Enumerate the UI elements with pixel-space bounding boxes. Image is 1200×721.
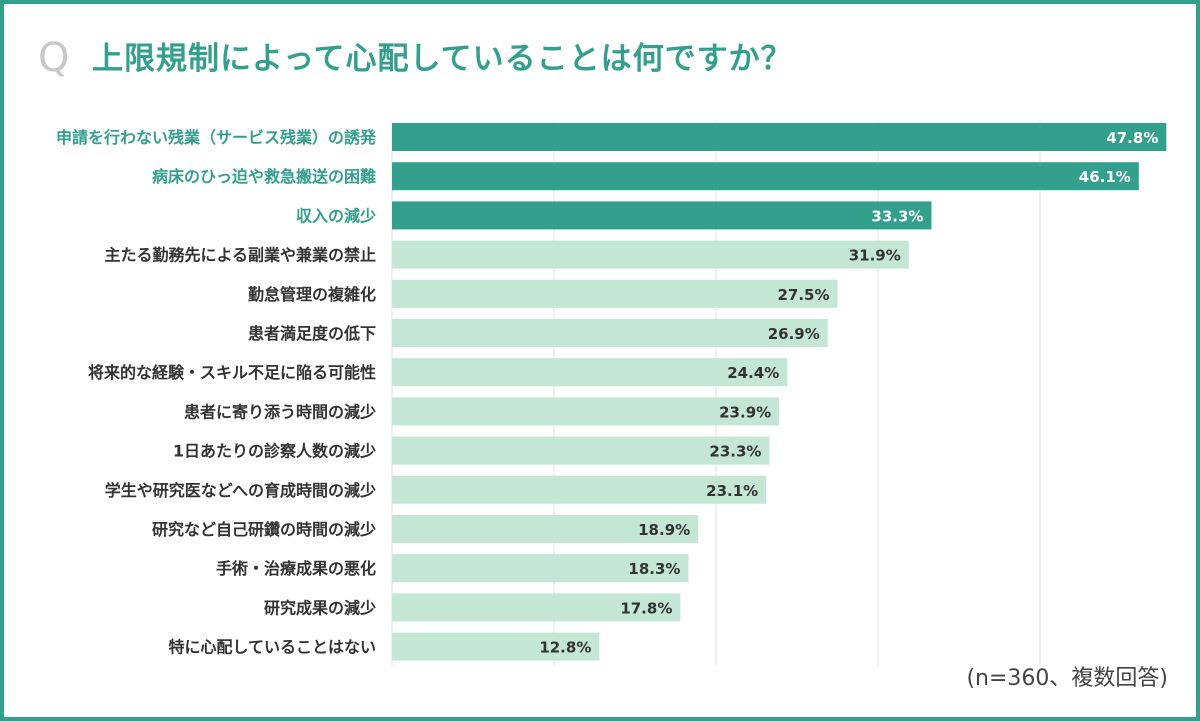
value-label: 33.3%: [871, 207, 923, 225]
category-label: 勤怠管理の複雑化: [248, 285, 376, 304]
bar: [392, 397, 780, 426]
value-label: 12.8%: [539, 639, 591, 657]
category-label: 特に心配していることはない: [168, 638, 376, 657]
bar: [392, 515, 699, 543]
category-label: 収入の減少: [296, 206, 376, 225]
value-label: 23.3%: [709, 443, 761, 461]
value-label: 23.1%: [706, 482, 758, 500]
bar: [392, 240, 909, 269]
sample-size-note: (n=360、複数回答): [966, 666, 1168, 691]
bar: [392, 319, 828, 347]
value-label: 18.3%: [628, 560, 680, 578]
bar: [392, 201, 932, 230]
bar: [392, 358, 788, 387]
category-label: 申請を行わない残業（サービス残業）の誘発: [56, 128, 377, 147]
value-label: 31.9%: [849, 247, 901, 265]
value-label: 17.8%: [620, 599, 672, 617]
category-label: 手術・治療成果の悪化: [216, 559, 376, 578]
bar: [392, 593, 681, 622]
bar: [392, 279, 838, 308]
value-label: 23.9%: [719, 403, 771, 421]
value-label: 18.9%: [638, 521, 690, 539]
category-label: 病床のひっ迫や救急搬送の困難: [152, 167, 376, 186]
category-label: 研究など自己研鑽の時間の減少: [152, 520, 376, 539]
category-label: 主たる勤務先による副業や兼業の禁止: [104, 246, 376, 265]
category-label: 1日あたりの診察人数の減少: [173, 442, 376, 461]
category-label: 研究成果の減少: [264, 598, 376, 617]
bar: [392, 632, 600, 661]
value-label: 24.4%: [727, 364, 779, 382]
bar: [392, 554, 689, 583]
value-label: 27.5%: [777, 286, 829, 304]
bar: [392, 123, 1167, 151]
bar: [392, 475, 767, 504]
value-label: 46.1%: [1079, 168, 1131, 186]
value-label: 26.9%: [768, 325, 820, 343]
bar: [392, 162, 1139, 191]
value-label: 47.8%: [1106, 129, 1158, 147]
category-label: 学生や研究医などへの育成時間の減少: [105, 481, 376, 500]
chart-title: 上限規制によって心配していることは何ですか？: [92, 41, 793, 77]
category-label: 将来的な経験・スキル不足に陥る可能性: [88, 363, 376, 382]
question-mark: Q: [38, 35, 70, 81]
bar: [392, 436, 770, 465]
category-label: 患者に寄り添う時間の減少: [184, 402, 376, 421]
category-label: 患者満足度の低下: [248, 324, 376, 343]
